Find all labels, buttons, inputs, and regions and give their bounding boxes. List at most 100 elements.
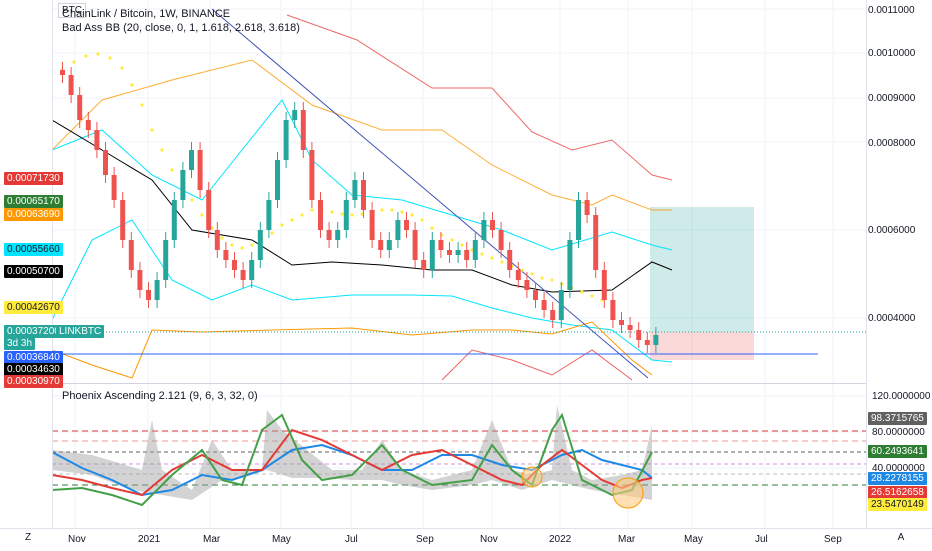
downtrend-line bbox=[211, 8, 649, 379]
candle-body bbox=[266, 200, 272, 230]
candle-body bbox=[533, 290, 538, 300]
osc-scale-label: 120.0000000 bbox=[872, 391, 931, 402]
sar-dot bbox=[500, 260, 504, 264]
candle-body bbox=[507, 250, 513, 270]
candle-body bbox=[550, 310, 556, 320]
sar-dot bbox=[170, 168, 174, 172]
sar-dot bbox=[290, 218, 294, 222]
sar-dot bbox=[190, 198, 194, 202]
candle-body bbox=[111, 175, 117, 200]
osc-scale-label: 80.0000000 bbox=[872, 427, 925, 438]
time-axis-label: Nov bbox=[68, 534, 86, 545]
auto-scale-button[interactable]: A bbox=[897, 532, 905, 543]
candle-body bbox=[429, 240, 435, 270]
sar-dot bbox=[460, 243, 464, 247]
candle-body bbox=[103, 150, 108, 175]
sar-dot bbox=[220, 236, 224, 240]
log-scale-button[interactable]: Z bbox=[24, 532, 32, 543]
sar-dot bbox=[450, 238, 454, 242]
candle-body bbox=[644, 340, 650, 345]
sar-dots bbox=[60, 52, 614, 307]
sar-dot bbox=[200, 213, 204, 217]
price-chart[interactable] bbox=[52, 0, 866, 528]
sar-dot bbox=[550, 278, 554, 282]
price-badge: 0.00042670 bbox=[4, 301, 63, 314]
sar-dot bbox=[240, 246, 244, 250]
time-axis[interactable] bbox=[0, 528, 932, 551]
price-badge: 0.00055660 bbox=[4, 243, 63, 256]
candle-body bbox=[335, 230, 341, 240]
sar-dot bbox=[120, 66, 124, 70]
sar-dot bbox=[84, 54, 88, 58]
candle-body bbox=[94, 130, 100, 150]
price-badge: 0.00036840 bbox=[4, 351, 63, 364]
bb-indicator-legend[interactable]: Bad Ass BB (20, close, 0, 1, 1.618, 2.61… bbox=[62, 22, 300, 34]
candle-body bbox=[223, 250, 229, 260]
candle-body bbox=[447, 250, 452, 255]
time-axis-label: Sep bbox=[824, 534, 842, 545]
candles bbox=[60, 62, 659, 353]
sar-dot bbox=[580, 290, 584, 294]
candle-body bbox=[584, 200, 590, 215]
candle-body bbox=[154, 280, 160, 300]
osc-badge: 28.2278155 bbox=[868, 472, 927, 485]
candle-body bbox=[180, 170, 186, 200]
symbol-tag: LINKBTC bbox=[56, 325, 105, 338]
time-axis-label: Mar bbox=[618, 534, 636, 545]
bb-upper-cyan bbox=[52, 99, 673, 251]
oscillator-legend[interactable]: Phoenix Ascending 2.121 (9, 6, 3, 32, 0) bbox=[62, 390, 258, 402]
price-scale[interactable] bbox=[866, 0, 932, 528]
time-axis-label: Jul bbox=[755, 534, 768, 545]
sar-dot bbox=[300, 213, 304, 217]
price-badge: 0.00034630 bbox=[4, 363, 63, 376]
time-axis-label: Mar bbox=[203, 534, 221, 545]
osc-scale-label: 40.0000000 bbox=[872, 463, 925, 474]
osc-highlight-circle bbox=[612, 477, 644, 509]
osc-badge: 60.2493641 bbox=[868, 445, 927, 458]
candle-body bbox=[404, 220, 409, 230]
time-axis-label: Nov bbox=[480, 534, 498, 545]
osc-grid bbox=[52, 395, 866, 469]
price-scale-label: 0.0009000 bbox=[868, 93, 916, 104]
candle-body bbox=[438, 240, 444, 250]
price-scale-label: 0.0006000 bbox=[868, 225, 916, 236]
sar-dot bbox=[72, 60, 76, 64]
candle-body bbox=[128, 240, 134, 270]
candle-body bbox=[146, 290, 151, 300]
symbol-button[interactable]: BTC bbox=[58, 3, 86, 18]
time-axis-label: 2021 bbox=[138, 534, 161, 545]
candle-body bbox=[610, 300, 616, 320]
time-axis-label: Jul bbox=[345, 534, 358, 545]
candle-body bbox=[481, 220, 487, 240]
pane-divider[interactable] bbox=[52, 383, 866, 384]
price-scale-label: 0.0004000 bbox=[868, 313, 916, 324]
candle-body bbox=[386, 240, 392, 250]
sar-dot bbox=[430, 226, 434, 230]
candle-body bbox=[412, 230, 418, 260]
sar-dot bbox=[480, 252, 484, 256]
sar-dot bbox=[280, 223, 284, 227]
sar-dot bbox=[160, 148, 164, 152]
candle-body bbox=[240, 270, 246, 280]
candle-body bbox=[541, 300, 547, 310]
price-badge: 3d 3h bbox=[4, 337, 36, 350]
chart-title[interactable]: ChainLink / Bitcoin, 1W, BINANCE bbox=[62, 8, 231, 20]
candle-body bbox=[421, 260, 427, 270]
candle-body bbox=[275, 160, 280, 200]
osc-cloud bbox=[52, 405, 652, 500]
price-badge: 0.00030970 bbox=[4, 375, 63, 388]
candle-body bbox=[498, 230, 504, 250]
price-badge: 0.00050700 bbox=[4, 265, 63, 278]
candle-body bbox=[619, 320, 624, 325]
osc-badge: 98.3715765 bbox=[868, 412, 927, 425]
price-badge: 0.00063690 bbox=[4, 208, 63, 221]
price-scale-label: 0.0011000 bbox=[868, 5, 915, 16]
sar-dot bbox=[350, 213, 354, 217]
bb-lower-red bbox=[441, 349, 633, 381]
candle-body bbox=[515, 270, 521, 280]
candle-body bbox=[68, 75, 74, 95]
candle-body bbox=[490, 220, 495, 230]
price-badge: 0.00071730 bbox=[4, 172, 63, 185]
sar-dot bbox=[310, 208, 314, 212]
candle-body bbox=[189, 150, 194, 170]
